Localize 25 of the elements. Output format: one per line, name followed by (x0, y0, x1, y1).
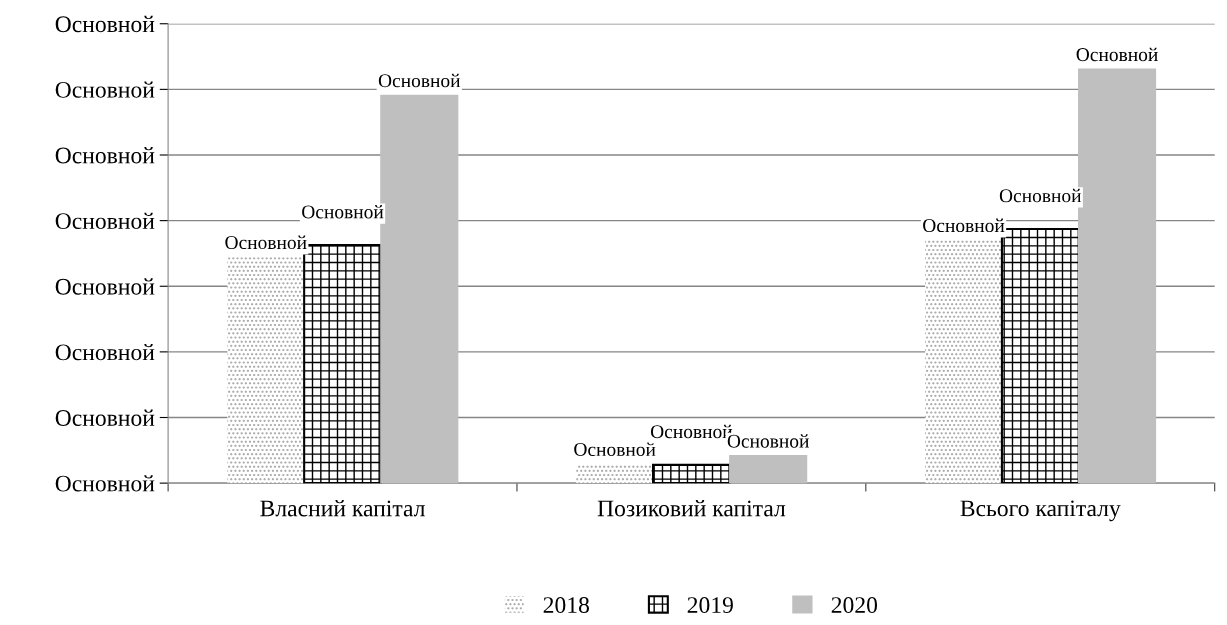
x-tick-label: Позиковий капітал (597, 500, 786, 517)
bar (227, 257, 305, 484)
bar (576, 464, 654, 484)
text: Основной (55, 147, 155, 164)
text: Основной (55, 15, 155, 33)
annotation: Основной (302, 204, 384, 219)
text: Основной (55, 278, 155, 295)
annotation: Основной (999, 188, 1082, 203)
text: Основной (1076, 47, 1158, 62)
text: Основной (55, 475, 155, 492)
text: Основной (55, 343, 155, 361)
annotation: Основной (378, 73, 461, 88)
bar (652, 463, 731, 484)
text: Основной (55, 212, 155, 230)
annotation: Основной (923, 218, 1005, 233)
legend-label: 2020 (831, 597, 878, 614)
x-tick-label: Всього капіталу (960, 500, 1121, 522)
annotation: Основной (225, 235, 307, 250)
bar (729, 455, 808, 484)
legend-label: 2018 (543, 597, 589, 614)
legend-label: 2019 (687, 597, 733, 614)
text: Основной (55, 409, 155, 426)
annotation: Основной (574, 442, 656, 456)
x-tick-label: Власний капітал (260, 500, 425, 517)
text: Основной (55, 81, 155, 98)
